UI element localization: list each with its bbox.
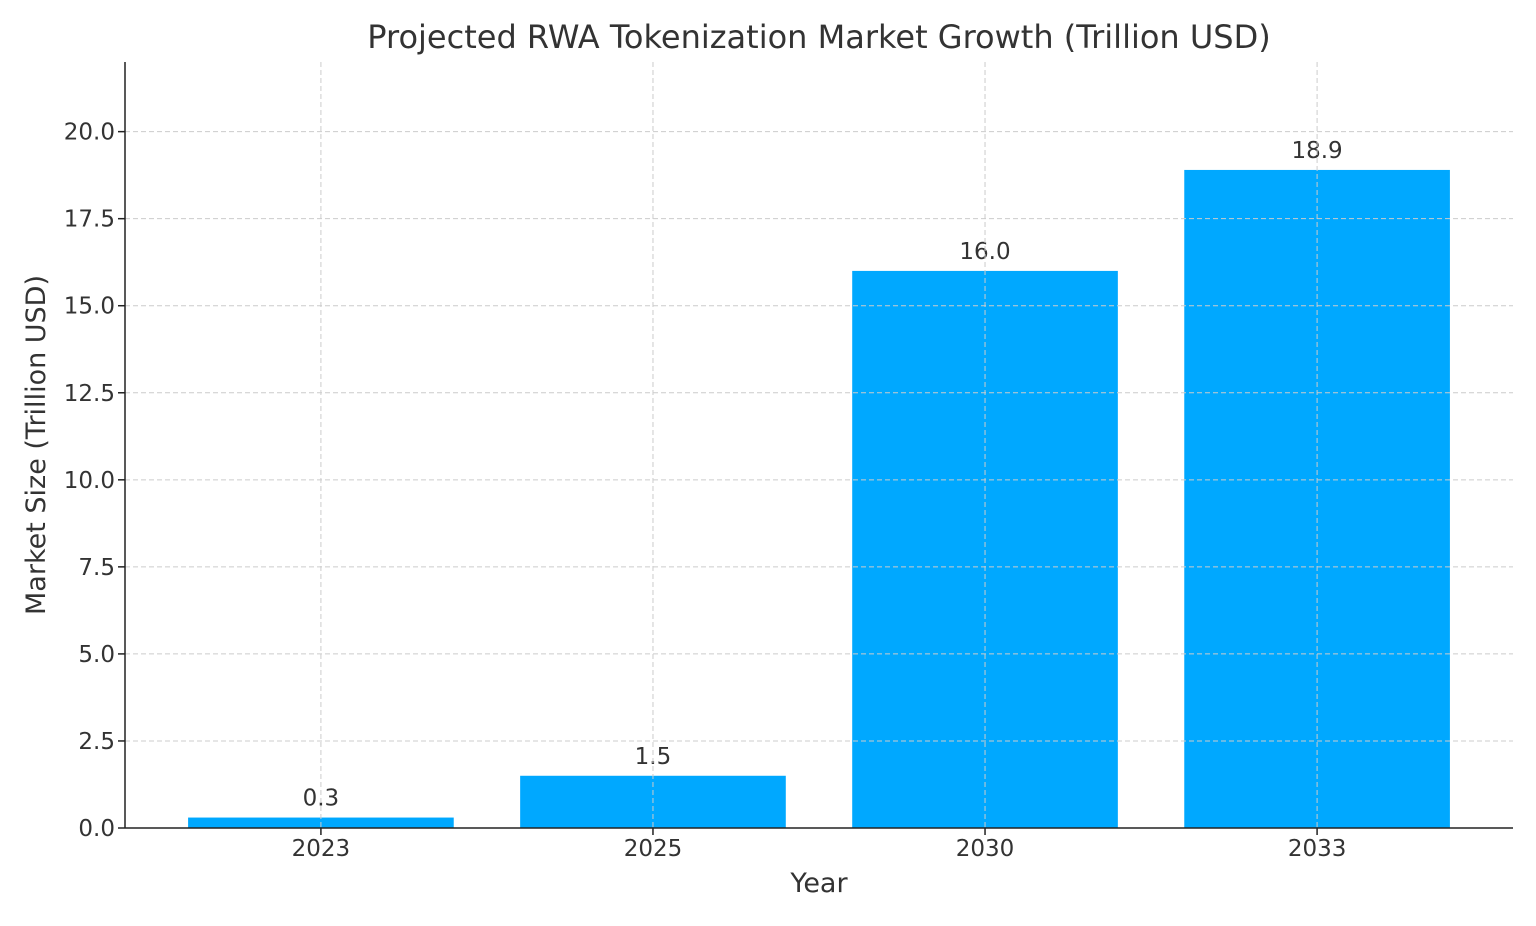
y-axis-label: Market Size (Trillion USD) — [21, 275, 52, 615]
y-tick-label: 7.5 — [78, 555, 115, 581]
y-tick-label: 20.0 — [64, 120, 115, 146]
x-axis-label: Year — [789, 868, 848, 899]
y-tick-label: 17.5 — [64, 207, 115, 233]
y-tick-label: 12.5 — [64, 381, 115, 407]
y-tick-label: 0.0 — [78, 816, 115, 842]
x-tick-label: 2033 — [1288, 836, 1347, 862]
y-tick-label: 10.0 — [64, 468, 115, 494]
chart-title: Projected RWA Tokenization Market Growth… — [367, 18, 1270, 56]
y-tick-label: 5.0 — [78, 642, 115, 668]
x-tick-label: 2023 — [292, 836, 351, 862]
x-tick-label: 2025 — [624, 836, 683, 862]
data-label-2030: 16.0 — [959, 239, 1010, 265]
y-tick-label: 15.0 — [64, 294, 115, 320]
x-tick-label: 2030 — [956, 836, 1015, 862]
data-label-2025: 1.5 — [635, 744, 672, 770]
y-tick-label: 2.5 — [78, 729, 115, 755]
